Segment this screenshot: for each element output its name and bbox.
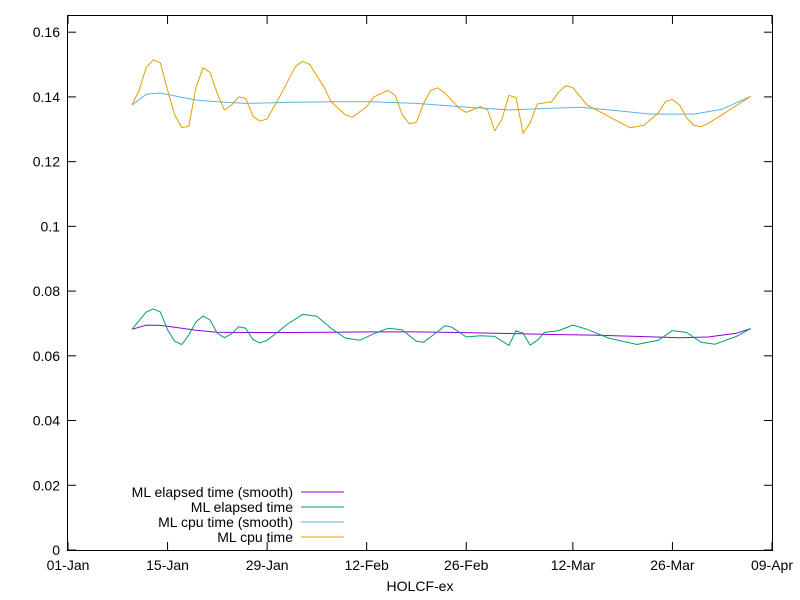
y-tick-label: 0.06 xyxy=(33,348,60,364)
y-tick-label: 0.04 xyxy=(33,413,60,429)
y-tick-label: 0 xyxy=(52,542,60,558)
series-lines xyxy=(131,59,751,346)
x-tick-label: 15-Jan xyxy=(146,557,189,573)
y-tick-label: 0.02 xyxy=(33,477,60,493)
plot-frame xyxy=(67,15,773,551)
series-line-ml-elapsed-time-smooth xyxy=(131,324,751,339)
x-axis: 01-Jan 15-Jan 29-Jan 12-Feb 26-Feb 12-Mar 26-M… xyxy=(47,16,793,573)
legend-label-ml-cpu-time: ML cpu time xyxy=(217,529,293,545)
series-line-ml-cpu-time xyxy=(131,59,751,134)
x-tick-label: 12-Feb xyxy=(344,557,389,573)
x-tick-label: 09-Apr xyxy=(751,557,793,573)
x-tick-label: 26-Feb xyxy=(444,557,489,573)
legend-label-ml-elapsed-time: ML elapsed time xyxy=(191,499,293,515)
x-tick-label: 29-Jan xyxy=(246,557,289,573)
y-axis: 0 0.02 0.04 0.06 0.08 0.1 0.12 0.14 0.16 xyxy=(33,24,772,558)
y-tick-label: 0.12 xyxy=(33,154,60,170)
y-tick-label: 0.08 xyxy=(33,283,60,299)
legend-label-ml-cpu-time-smooth: ML cpu time (smooth) xyxy=(158,514,293,530)
y-tick-label: 0.14 xyxy=(33,89,60,105)
x-tick-label: 12-Mar xyxy=(551,557,596,573)
series-line-ml-cpu-time-smooth xyxy=(131,92,751,115)
x-axis-title: HOLCF-ex xyxy=(387,578,454,594)
y-tick-label: 0.1 xyxy=(41,218,61,234)
y-tick-label: 0.16 xyxy=(33,24,60,40)
x-tick-label: 26-Mar xyxy=(650,557,695,573)
legend-label-ml-elapsed-time-smooth: ML elapsed time (smooth) xyxy=(132,484,293,500)
x-tick-label: 01-Jan xyxy=(47,557,90,573)
series-line-ml-elapsed-time xyxy=(131,308,751,346)
legend: ML elapsed time (smooth)ML elapsed timeM… xyxy=(132,484,344,545)
